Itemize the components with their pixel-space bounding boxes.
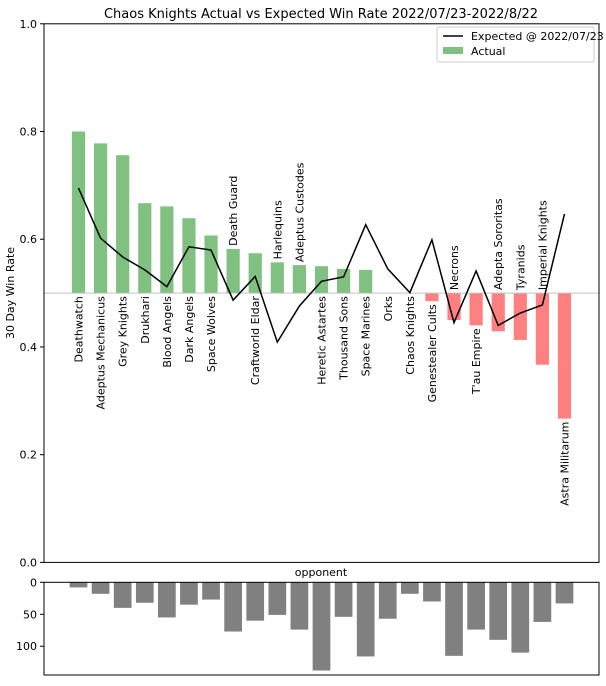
legend-label-expected: Expected @ 2022/07/23 (471, 30, 604, 43)
opponent-count-bar (334, 582, 353, 617)
opponent-count-bar (489, 582, 508, 640)
main-y-ticks-group: 0.0 0.2 0.4 0.6 0.8 1.0 (20, 18, 44, 569)
opponent-count-bar (511, 582, 530, 653)
y-tick-label: 0.4 (20, 341, 38, 354)
category-label: Blood Angels (161, 296, 174, 368)
bottom-y-tick-label: 100 (16, 640, 37, 653)
category-label: Death Guard (227, 176, 240, 246)
category-label: Drukhari (139, 296, 152, 344)
opponent-count-bar (202, 582, 220, 600)
opponent-count-bar (180, 582, 198, 605)
actual-bar (138, 203, 152, 294)
opponent-count-bar (246, 582, 265, 621)
expected-line (77, 187, 566, 344)
category-label: Necrons (448, 245, 461, 290)
opponent-count-bar (158, 582, 176, 618)
category-label: T'au Empire (470, 328, 483, 395)
category-label: Craftworld Eldar (249, 296, 262, 385)
category-label: Tyranids (514, 244, 527, 291)
actual-bar (116, 155, 130, 294)
actual-bar (292, 265, 306, 294)
category-label: Space Marines (360, 296, 373, 377)
main-bars-group (71, 131, 572, 419)
opponent-count-bar (401, 582, 419, 594)
y-tick-label: 1.0 (20, 18, 38, 31)
opponent-count-bar (423, 582, 441, 602)
opponent-count-bar (135, 582, 154, 603)
category-labels-group: Deathwatch Adeptus Mechanicus Grey Knights… (73, 162, 572, 506)
opponent-count-bar (356, 582, 375, 657)
actual-bar (93, 143, 108, 294)
y-tick-label: 0.0 (20, 556, 38, 569)
bottom-y-tick-label: 50 (23, 608, 37, 621)
legend-label-actual: Actual (471, 45, 505, 58)
category-label: Adeptus Mechanicus (95, 296, 108, 410)
actual-bar (314, 266, 329, 294)
actual-bar (248, 253, 262, 294)
category-label: Space Wolves (205, 296, 218, 372)
category-label: Deathwatch (73, 296, 86, 362)
actual-bar (160, 206, 174, 294)
opponent-count-bar (467, 582, 485, 630)
legend-patch-swatch (443, 47, 463, 54)
actual-bar (270, 262, 284, 294)
opponent-count-bar (555, 582, 574, 604)
actual-bar (71, 131, 86, 294)
actual-bar (557, 293, 572, 419)
legend-box (436, 26, 595, 63)
opponent-count-bar (268, 582, 287, 615)
opponent-count-bar (312, 582, 331, 671)
actual-bar (425, 293, 439, 302)
opponent-count-bar (378, 582, 397, 619)
opponent-count-bar (224, 582, 242, 632)
y-tick-label: 0.6 (20, 233, 38, 246)
actual-bar (491, 293, 505, 332)
category-label: Astra Militarum (559, 422, 572, 506)
bottom-y-tick-label: 0 (30, 576, 37, 589)
category-label: Thousand Sons (338, 296, 351, 381)
opponent-count-bar (445, 582, 463, 656)
category-label: Imperial Knights (536, 200, 549, 290)
actual-bar (535, 293, 549, 365)
opponent-count-bar (91, 582, 110, 594)
bottom-y-ticks-group: 0 50 100 (16, 576, 44, 653)
category-label: Harlequins (271, 200, 284, 259)
legend: Expected @ 2022/07/23 Actual (436, 26, 604, 63)
y-tick-label: 0.8 (20, 126, 38, 139)
y-tick-label: 0.2 (20, 449, 38, 462)
category-label: Chaos Knights (404, 296, 417, 375)
category-label: Grey Knights (117, 296, 130, 367)
actual-bar (204, 235, 218, 294)
bottom-axes-frame (43, 581, 600, 676)
bottom-bars-group (69, 582, 574, 671)
opponent-count-bar (69, 582, 88, 588)
actual-bar (359, 269, 373, 294)
y-axis-label: 30 Day Win Rate (4, 247, 17, 339)
actual-bar (226, 248, 240, 294)
category-label: Genestealer Cults (426, 304, 439, 402)
actual-bar (513, 293, 527, 340)
category-label: Dark Angels (183, 296, 196, 363)
opponent-count-bar (113, 582, 132, 608)
actual-bar (469, 293, 483, 326)
actual-bar (336, 268, 351, 294)
opponent-count-bar (290, 582, 309, 630)
category-label: Adepta Sororitas (492, 198, 505, 290)
category-label: Orks (382, 296, 395, 322)
chart-title: Chaos Knights Actual vs Expected Win Rat… (104, 7, 538, 22)
main-axes-frame (43, 23, 600, 563)
actual-bar (182, 218, 196, 294)
bottom-chart-title: opponent (295, 566, 348, 579)
category-label: Adeptus Custodes (293, 162, 306, 262)
opponent-count-bar (533, 582, 552, 622)
category-label: Heretic Astartes (316, 296, 329, 385)
